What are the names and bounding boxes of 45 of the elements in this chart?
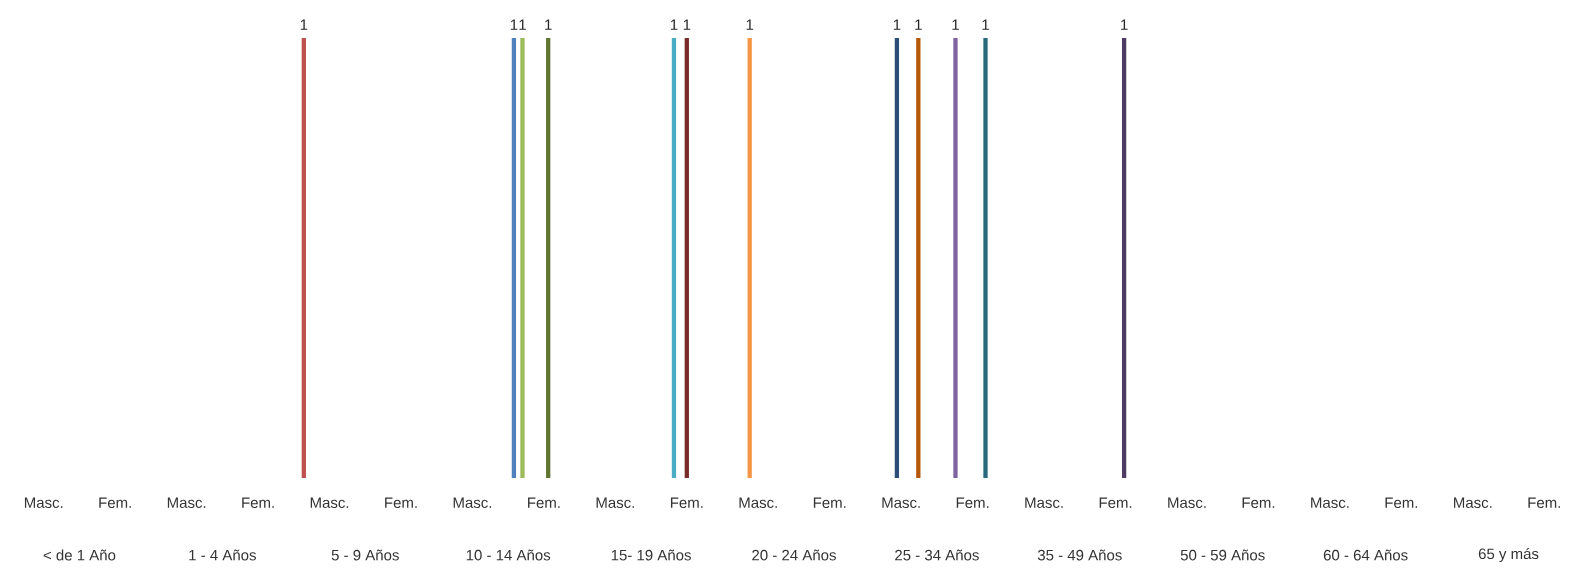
data-label: 1 bbox=[510, 19, 518, 30]
data-label: 1 bbox=[683, 19, 691, 30]
x-tick-label: Fem. bbox=[670, 497, 703, 508]
data-label: 1 bbox=[915, 19, 922, 30]
x-tick-label: Fem. bbox=[956, 497, 989, 508]
text: 10 - 14 Años bbox=[466, 549, 551, 561]
x-tick-label: Masc. bbox=[1454, 497, 1492, 508]
x-tick-label: Masc. bbox=[453, 497, 492, 508]
text: 5 - 9 Años bbox=[331, 549, 399, 561]
x-tick-label: Fem. bbox=[1242, 497, 1275, 508]
x-tick-label: Masc. bbox=[310, 497, 349, 508]
x-tick-label: Fem. bbox=[528, 497, 560, 508]
x-tick-label: Masc. bbox=[739, 497, 777, 508]
text: 35 - 49 Años bbox=[1037, 549, 1122, 561]
data-label: 1 bbox=[746, 19, 754, 30]
x-tick-label: Masc. bbox=[167, 497, 206, 508]
x-tick-label: Masc. bbox=[1168, 497, 1206, 508]
x-tick-label: Fem. bbox=[242, 497, 274, 508]
data-label: 1 bbox=[893, 19, 901, 30]
x-tick-label: Masc. bbox=[1311, 497, 1349, 508]
x-tick-label: Fem. bbox=[1385, 497, 1418, 508]
x-tick-label: Fem. bbox=[99, 497, 131, 508]
data-label: 1 bbox=[300, 19, 308, 30]
x-tick-label: Fem. bbox=[385, 497, 417, 508]
text: 50 - 59 Años bbox=[1180, 549, 1265, 561]
x-tick-label: Masc. bbox=[24, 497, 63, 508]
text: 65 y más bbox=[1478, 547, 1539, 563]
data-label: 1 bbox=[519, 19, 526, 30]
x-tick-label: Fem. bbox=[813, 497, 846, 508]
text: 15- 19 Años bbox=[611, 549, 691, 561]
x-tick-label: Fem. bbox=[1099, 497, 1132, 508]
text: 25 - 34 Años bbox=[895, 549, 979, 561]
data-label: 1 bbox=[1121, 19, 1128, 30]
text: 20 - 24 Años bbox=[752, 549, 836, 561]
text: 1 - 4 Años bbox=[189, 549, 256, 561]
x-tick-label: Masc. bbox=[596, 497, 634, 508]
x-tick-label: Fem. bbox=[1528, 497, 1560, 508]
data-label: 1 bbox=[952, 19, 959, 30]
text: < de 1 Año bbox=[43, 549, 116, 561]
data-label: 1 bbox=[982, 19, 989, 30]
data-label: 1 bbox=[545, 19, 552, 30]
data-label: 1 bbox=[670, 19, 678, 30]
x-tick-label: Masc. bbox=[882, 497, 920, 508]
text: 60 - 64 Años bbox=[1323, 549, 1408, 561]
x-tick-label: Masc. bbox=[1025, 497, 1063, 508]
